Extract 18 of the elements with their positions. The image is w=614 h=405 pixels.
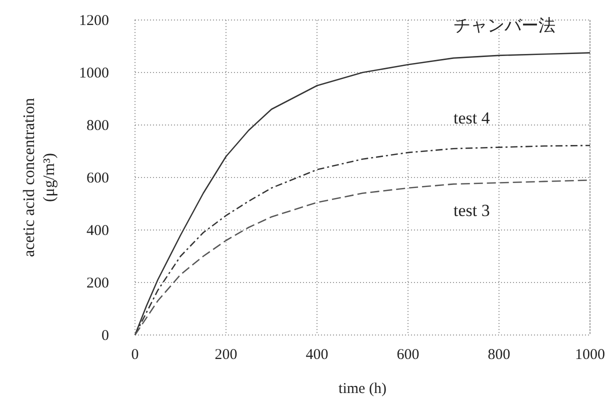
x-tick-label: 200 <box>214 347 238 363</box>
series-label: test 4 <box>454 108 490 128</box>
x-tick-label: 400 <box>306 347 328 363</box>
y-tick-label: 1200 <box>79 13 109 29</box>
x-tick-label: 1000 <box>575 347 605 363</box>
x-tick-label: 800 <box>488 347 510 363</box>
series-label: チャンバー法 <box>454 16 556 35</box>
y-tick-label: 200 <box>86 276 109 292</box>
x-tick-label: 600 <box>396 347 420 363</box>
x-tick-label: 0 <box>131 347 139 363</box>
x-axis-title: time (h) <box>338 381 386 397</box>
y-tick-label: 600 <box>86 170 109 186</box>
y-tick-label: 800 <box>86 118 109 134</box>
y-tick-label: 400 <box>86 223 109 239</box>
series-label: test 3 <box>454 201 490 220</box>
y-axis-title: acetic acid concentration (μg/m³) <box>21 98 58 258</box>
y-tick-label: 0 <box>102 328 109 344</box>
y-tick-label: 1000 <box>79 66 109 82</box>
